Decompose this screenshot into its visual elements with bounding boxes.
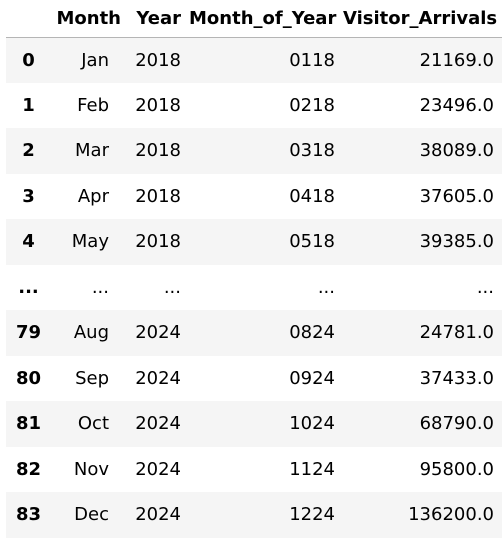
cell-month-of-year: 0318 bbox=[289, 140, 335, 162]
header-row: Month Year Month_of_Year Visitor_Arrival… bbox=[6, 0, 502, 38]
header-visitor-arrivals: Visitor_Arrivals bbox=[343, 0, 502, 38]
cell-year: 2024 bbox=[135, 504, 181, 526]
cell-year: 2018 bbox=[135, 94, 181, 116]
cell-month-of-year: 0418 bbox=[289, 185, 335, 207]
cell-visitor-arrivals: ... bbox=[476, 276, 494, 298]
cell-visitor-arrivals: 68790.0 bbox=[419, 413, 494, 435]
row-index: 79 bbox=[15, 322, 42, 344]
dataframe-table: Month Year Month_of_Year Visitor_Arrival… bbox=[6, 0, 502, 538]
row-index: ... bbox=[18, 276, 39, 298]
cell-month-of-year: 1124 bbox=[289, 458, 335, 480]
cell-month-of-year: 0924 bbox=[289, 367, 335, 389]
cell-month: Jan bbox=[81, 49, 109, 71]
cell-month-of-year: 0824 bbox=[289, 322, 335, 344]
cell-month-of-year: 1024 bbox=[289, 413, 335, 435]
cell-year: 2024 bbox=[135, 367, 181, 389]
header-month-of-year: Month_of_Year bbox=[189, 0, 343, 38]
cell-visitor-arrivals: 37605.0 bbox=[419, 185, 494, 207]
table-header: Month Year Month_of_Year Visitor_Arrival… bbox=[6, 0, 502, 38]
header-index bbox=[6, 0, 51, 38]
row-index: 80 bbox=[15, 367, 42, 389]
table-row: 0 Jan 2018 0118 21169.0 bbox=[6, 37, 502, 83]
cell-year: 2024 bbox=[135, 458, 181, 480]
cell-month-of-year: 0518 bbox=[289, 231, 335, 253]
cell-month: Apr bbox=[77, 185, 109, 207]
table-row: 81 Oct 2024 1024 68790.0 bbox=[6, 401, 502, 447]
row-index: 83 bbox=[15, 504, 42, 526]
cell-year: 2024 bbox=[135, 322, 181, 344]
cell-year: ... bbox=[163, 276, 181, 298]
row-index: 4 bbox=[22, 231, 35, 253]
header-year: Year bbox=[129, 0, 189, 38]
cell-month: Feb bbox=[77, 94, 109, 116]
cell-month: Sep bbox=[75, 367, 109, 389]
cell-month: Oct bbox=[77, 413, 109, 435]
cell-year: 2018 bbox=[135, 140, 181, 162]
cell-month: Aug bbox=[73, 322, 109, 344]
cell-year: 2018 bbox=[135, 231, 181, 253]
row-index: 0 bbox=[22, 49, 35, 71]
cell-visitor-arrivals: 39385.0 bbox=[419, 231, 494, 253]
table-row: 3 Apr 2018 0418 37605.0 bbox=[6, 173, 502, 219]
table-row: 82 Nov 2024 1124 95800.0 bbox=[6, 446, 502, 492]
cell-year: 2018 bbox=[135, 185, 181, 207]
cell-month: Mar bbox=[75, 140, 109, 162]
cell-month-of-year: 1224 bbox=[289, 504, 335, 526]
cell-visitor-arrivals: 95800.0 bbox=[419, 458, 494, 480]
cell-month: May bbox=[71, 231, 109, 253]
table-row: 83 Dec 2024 1224 136200.0 bbox=[6, 492, 502, 538]
cell-visitor-arrivals: 21169.0 bbox=[419, 49, 494, 71]
table-body: 0 Jan 2018 0118 21169.0 1 Feb 2018 0218 … bbox=[6, 37, 502, 538]
table-row: 80 Sep 2024 0924 37433.0 bbox=[6, 355, 502, 401]
header-month: Month bbox=[51, 0, 129, 38]
table-row: 1 Feb 2018 0218 23496.0 bbox=[6, 82, 502, 128]
cell-visitor-arrivals: 23496.0 bbox=[419, 94, 494, 116]
cell-month: ... bbox=[91, 276, 109, 298]
table-row: 79 Aug 2024 0824 24781.0 bbox=[6, 310, 502, 356]
row-index: 1 bbox=[22, 94, 35, 116]
row-index: 2 bbox=[22, 140, 35, 162]
cell-month-of-year: 0218 bbox=[289, 94, 335, 116]
cell-visitor-arrivals: 136200.0 bbox=[408, 504, 494, 526]
row-index: 82 bbox=[15, 458, 42, 480]
table-row-ellipsis: ... ... ... ... ... bbox=[6, 264, 502, 310]
table-row: 4 May 2018 0518 39385.0 bbox=[6, 219, 502, 265]
cell-visitor-arrivals: 38089.0 bbox=[419, 140, 494, 162]
cell-month: Dec bbox=[74, 504, 109, 526]
cell-visitor-arrivals: 37433.0 bbox=[419, 367, 494, 389]
cell-visitor-arrivals: 24781.0 bbox=[419, 322, 494, 344]
cell-year: 2018 bbox=[135, 49, 181, 71]
row-index: 81 bbox=[15, 413, 42, 435]
cell-month: Nov bbox=[73, 458, 109, 480]
table-row: 2 Mar 2018 0318 38089.0 bbox=[6, 128, 502, 174]
row-index: 3 bbox=[22, 185, 35, 207]
cell-month-of-year: 0118 bbox=[289, 49, 335, 71]
cell-month-of-year: ... bbox=[317, 276, 335, 298]
cell-year: 2024 bbox=[135, 413, 181, 435]
